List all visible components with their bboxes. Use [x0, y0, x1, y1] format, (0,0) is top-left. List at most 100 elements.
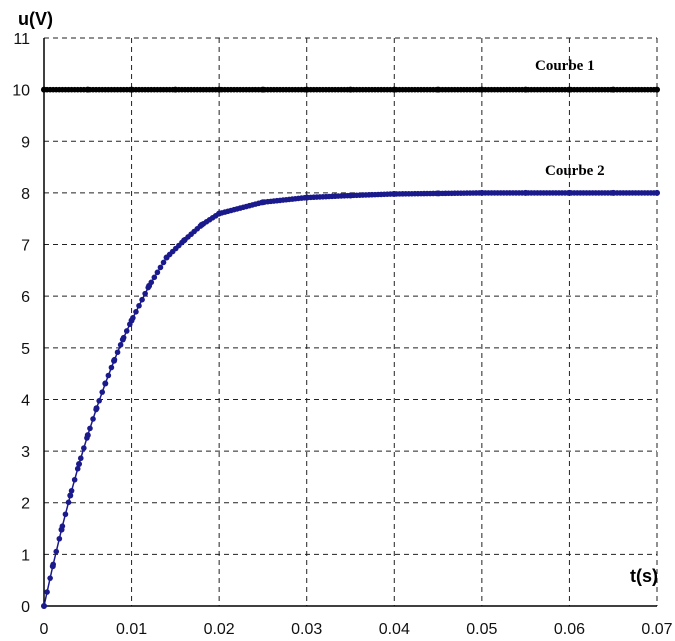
data-point — [216, 210, 223, 217]
y-tick-labels: 0 1 2 3 4 5 6 7 8 9 10 11 — [12, 31, 30, 616]
y-tick-label: 9 — [21, 134, 30, 151]
data-point — [84, 86, 91, 93]
data-point — [44, 589, 50, 595]
data-point — [99, 389, 106, 395]
data-point — [77, 455, 84, 462]
data-point — [259, 86, 266, 93]
x-tick-label: 0.03 — [291, 621, 322, 638]
y-tick-label: 11 — [13, 31, 30, 48]
data-point — [68, 487, 75, 494]
data-point — [96, 398, 102, 404]
data-point — [157, 264, 164, 271]
data-point — [391, 190, 398, 197]
data-point — [81, 445, 87, 451]
data-point — [654, 86, 660, 93]
data-point — [58, 526, 65, 533]
data-point — [102, 380, 109, 387]
data-point — [90, 416, 96, 422]
data-point — [160, 259, 167, 266]
data-point — [142, 290, 148, 297]
data-point — [41, 86, 47, 93]
data-point — [41, 603, 47, 609]
x-tick-label: 0.07 — [641, 621, 672, 638]
series-2 — [41, 189, 660, 609]
data-point — [62, 511, 69, 518]
data-point — [119, 336, 126, 343]
data-point — [128, 317, 135, 324]
x-tick-label: 0.05 — [466, 621, 497, 638]
x-tick-label: 0.04 — [379, 621, 410, 638]
data-point — [133, 309, 139, 315]
y-tick-label: 10 — [12, 83, 30, 100]
data-point — [117, 342, 124, 348]
data-point — [172, 86, 179, 93]
x-tick-label: 0.01 — [116, 621, 147, 638]
y-tick-label: 5 — [21, 341, 30, 358]
y-axis-title: u(V) — [18, 9, 53, 29]
data-point — [47, 575, 53, 581]
data-point — [151, 274, 158, 281]
series-1 — [41, 86, 660, 93]
y-tick-label: 6 — [21, 289, 30, 306]
data-point — [154, 269, 161, 276]
axes — [43, 38, 657, 607]
data-point — [303, 194, 310, 201]
y-tick-label: 4 — [21, 392, 30, 409]
data-point — [566, 86, 573, 93]
data-point — [93, 405, 100, 412]
data-point — [216, 86, 223, 93]
data-point — [111, 357, 118, 364]
data-point — [136, 302, 142, 309]
data-point — [347, 192, 354, 199]
data-point — [67, 492, 74, 499]
series — [41, 86, 660, 609]
data-point — [56, 535, 63, 542]
x-tick-labels: 0 0.01 0.02 0.03 0.04 0.05 0.06 0.07 — [40, 621, 673, 638]
y-tick-label: 8 — [21, 186, 30, 203]
data-point — [522, 189, 529, 196]
data-point — [303, 86, 310, 93]
y-tick-label: 3 — [21, 444, 30, 461]
data-point — [84, 432, 91, 439]
y-tick-label: 2 — [21, 496, 30, 513]
data-point — [181, 237, 188, 244]
x-axis-title: t(s) — [630, 566, 658, 586]
x-tick-label: 0.02 — [204, 621, 235, 638]
series-label-courbe-2: Courbe 2 — [545, 163, 605, 179]
y-tick-label: 1 — [21, 547, 30, 564]
data-point — [123, 328, 130, 334]
data-point — [522, 86, 529, 93]
data-point — [478, 189, 485, 196]
data-point — [566, 189, 573, 196]
data-point — [610, 189, 617, 196]
data-point — [654, 189, 660, 196]
data-point — [198, 221, 205, 228]
data-point — [391, 86, 398, 93]
data-point — [49, 563, 56, 570]
x-tick-label: 0.06 — [554, 621, 585, 638]
x-tick-label: 0 — [40, 621, 49, 638]
series-label-courbe-1: Courbe 1 — [535, 58, 595, 74]
data-point — [435, 86, 442, 93]
data-point — [108, 364, 115, 371]
data-point — [139, 296, 145, 303]
data-point — [146, 282, 153, 289]
y-tick-label: 7 — [21, 238, 30, 255]
data-point — [87, 425, 93, 432]
data-point — [71, 476, 78, 483]
data-point — [65, 499, 72, 506]
grid — [44, 37, 658, 606]
data-point — [478, 86, 485, 93]
data-point — [259, 199, 266, 206]
data-point — [76, 461, 83, 467]
data-point — [114, 349, 121, 356]
data-point — [105, 372, 112, 379]
y-tick-label: 0 — [21, 599, 30, 616]
data-point — [74, 465, 81, 472]
data-point — [347, 86, 354, 93]
data-point — [435, 190, 442, 197]
data-point — [53, 548, 60, 555]
data-point — [163, 254, 170, 261]
data-point — [128, 86, 135, 93]
